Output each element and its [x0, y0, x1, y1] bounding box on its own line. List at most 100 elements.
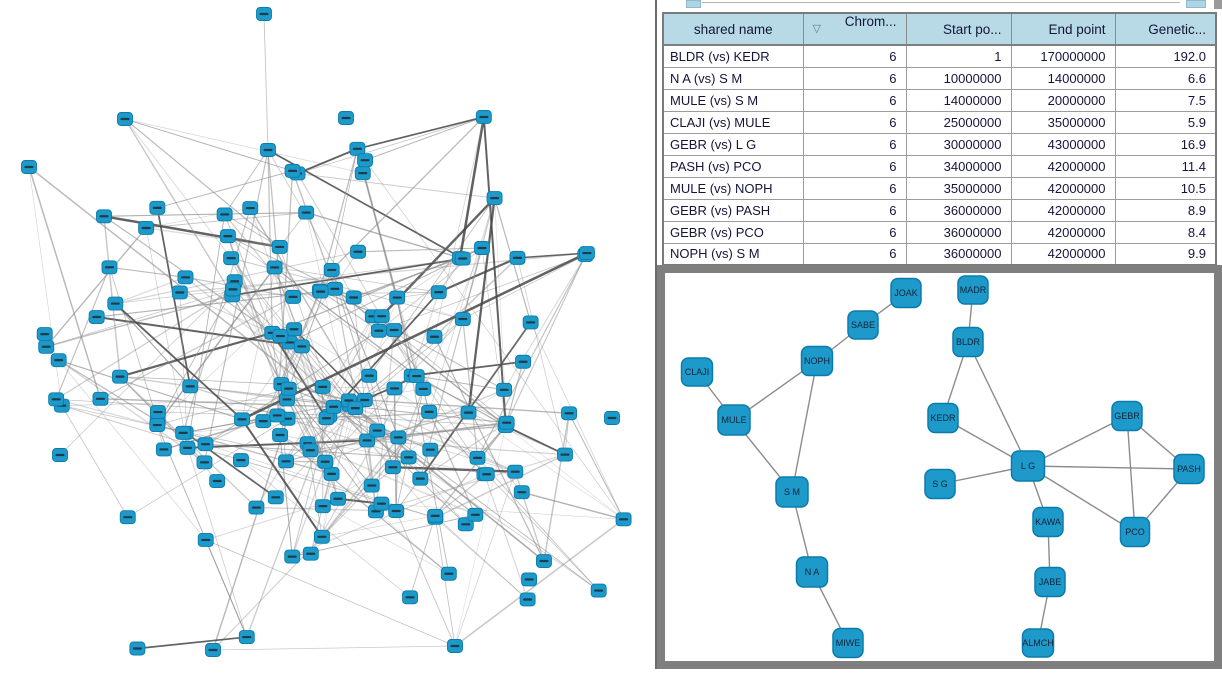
network-node[interactable] [476, 110, 491, 123]
network-node[interactable] [22, 161, 37, 174]
network-node[interactable] [374, 310, 389, 323]
network-node[interactable] [272, 240, 287, 253]
table-cell[interactable]: 42000000 [1011, 221, 1115, 243]
network-node[interactable] [455, 252, 470, 265]
network-node[interactable] [516, 355, 531, 368]
column-header-start-position[interactable]: Start po... [906, 13, 1011, 45]
network-node[interactable] [239, 631, 254, 644]
network-node[interactable] [326, 400, 341, 413]
network-node[interactable] [178, 271, 193, 284]
network-edge[interactable] [522, 492, 624, 519]
network-node[interactable] [416, 382, 431, 395]
table-cell[interactable]: 42000000 [1011, 155, 1115, 177]
network-node[interactable] [273, 330, 288, 343]
network-node-KEDR[interactable]: KEDR [928, 404, 958, 433]
network-node[interactable] [461, 406, 476, 419]
network-node[interactable] [270, 409, 285, 422]
network-node[interactable] [475, 242, 490, 255]
network-node-LG[interactable]: L G [1012, 451, 1045, 481]
network-node[interactable] [455, 313, 470, 326]
network-edge[interactable] [477, 253, 586, 458]
network-node[interactable] [273, 429, 288, 442]
network-node[interactable] [362, 369, 377, 382]
network-node[interactable] [387, 382, 402, 395]
network-node[interactable] [279, 455, 294, 468]
network-node[interactable] [374, 497, 389, 510]
network-edge[interactable] [455, 519, 624, 646]
network-node[interactable] [510, 251, 525, 264]
network-node[interactable] [315, 380, 330, 393]
network-node-JABE[interactable]: JABE [1035, 568, 1065, 597]
network-node[interactable] [314, 530, 329, 543]
table-cell[interactable]: 43000000 [1011, 133, 1115, 155]
network-node[interactable] [303, 444, 318, 457]
network-node[interactable] [217, 208, 232, 221]
network-node[interactable] [487, 192, 502, 205]
network-node[interactable] [390, 291, 405, 304]
network-node[interactable] [371, 324, 386, 337]
network-node[interactable] [523, 316, 538, 329]
network-node[interactable] [355, 167, 370, 180]
table-cell[interactable]: 36000000 [906, 243, 1011, 265]
network-node[interactable] [441, 567, 456, 580]
network-node-NOPH[interactable]: NOPH [802, 347, 833, 376]
network-node[interactable] [176, 426, 191, 439]
network-node[interactable] [53, 449, 68, 462]
table-cell[interactable]: PASH (vs) PCO [663, 155, 803, 177]
network-node[interactable] [303, 547, 318, 560]
large-network-canvas[interactable] [0, 0, 656, 669]
network-node[interactable] [370, 424, 385, 437]
network-edge-LG-PASH[interactable] [1028, 466, 1189, 469]
table-cell[interactable]: 6 [803, 199, 906, 221]
network-node[interactable] [249, 501, 264, 514]
network-node[interactable] [514, 486, 529, 499]
network-node[interactable] [391, 431, 406, 444]
network-node[interactable] [409, 370, 424, 383]
table-cell[interactable]: 10000000 [906, 67, 1011, 89]
network-edge[interactable] [46, 228, 146, 347]
table-cell[interactable]: 7.5 [1115, 89, 1216, 111]
network-edge[interactable] [487, 474, 599, 590]
network-node[interactable] [358, 154, 373, 167]
column-header-shared-name[interactable]: shared name [663, 13, 803, 45]
network-edge[interactable] [544, 413, 569, 561]
network-node[interactable] [286, 290, 301, 303]
network-node[interactable] [422, 405, 437, 418]
network-node[interactable] [89, 311, 104, 324]
table-cell[interactable]: GEBR (vs) PCO [663, 221, 803, 243]
table-cell[interactable]: 6 [803, 133, 906, 155]
network-node[interactable] [522, 573, 537, 586]
network-node-ALMCH[interactable]: ALMCH [1022, 629, 1054, 657]
network-node[interactable] [557, 448, 572, 461]
table-cell[interactable]: 5.9 [1115, 111, 1216, 133]
network-node-MIWE[interactable]: MIWE [833, 629, 863, 658]
network-node-SG[interactable]: S G [925, 470, 955, 499]
table-cell[interactable]: 6 [803, 45, 906, 67]
network-node[interactable] [348, 402, 363, 415]
network-node[interactable] [156, 443, 171, 456]
network-node-MADR[interactable]: MADR [958, 276, 988, 304]
network-node[interactable] [285, 164, 300, 177]
network-node[interactable] [257, 8, 272, 21]
table-cell[interactable]: 42000000 [1011, 243, 1115, 265]
network-node[interactable] [37, 328, 52, 341]
network-node[interactable] [96, 210, 111, 223]
table-cell[interactable]: 192.0 [1115, 45, 1216, 67]
table-cell[interactable]: 36000000 [906, 199, 1011, 221]
network-node[interactable] [108, 297, 123, 310]
table-cell[interactable]: 1 [906, 45, 1011, 67]
column-header-genetic[interactable]: Genetic... [1115, 13, 1216, 45]
table-cell[interactable]: 6 [803, 221, 906, 243]
network-edge[interactable] [137, 637, 246, 648]
network-node[interactable] [49, 393, 64, 406]
network-node[interactable] [403, 591, 418, 604]
table-cell[interactable]: N A (vs) S M [663, 67, 803, 89]
network-node[interactable] [102, 261, 117, 274]
